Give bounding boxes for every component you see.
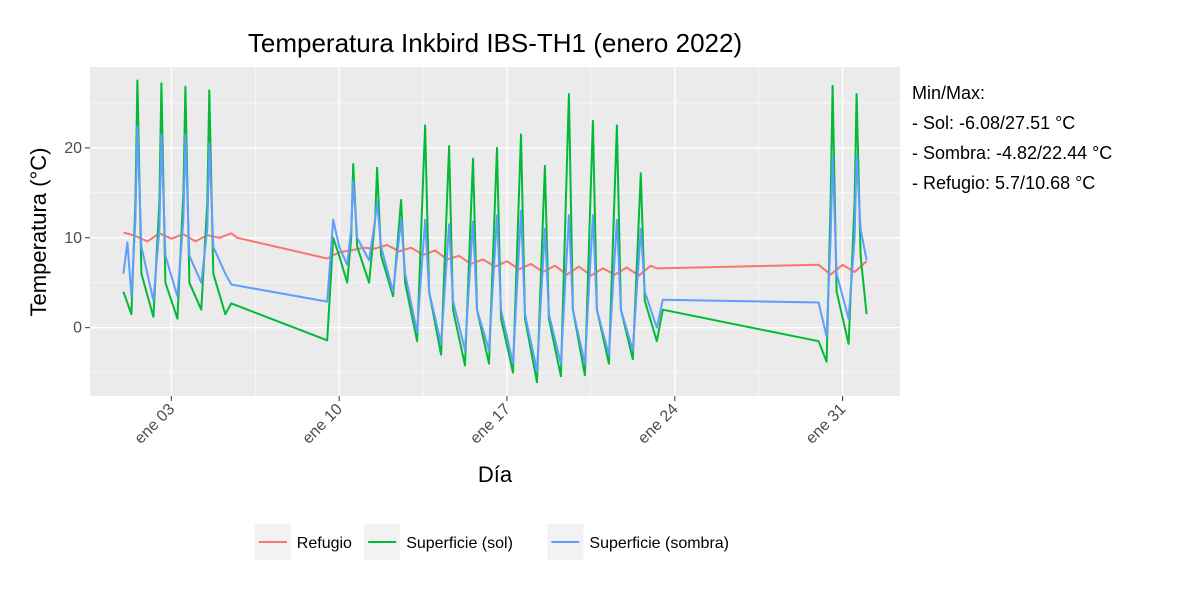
- x-axis-title: Día: [478, 462, 513, 487]
- y-tick-label: 10: [64, 230, 82, 247]
- y-tick-label: 20: [64, 140, 82, 157]
- x-tick-label: ene 24: [635, 401, 682, 448]
- series-lines: [122, 79, 868, 384]
- plot-panel: [90, 67, 900, 396]
- legend: Refugio Superficie (sol) Superficie (sombr…: [254, 524, 729, 560]
- chart-title: Temperatura Inkbird IBS-TH1 (enero 2022): [248, 28, 742, 58]
- legend-label-refugio: Refugio: [297, 535, 352, 552]
- x-tick-label: ene 10: [299, 401, 346, 448]
- series-line-refugio: [123, 231, 868, 277]
- annotation-heading: Min/Max:: [912, 83, 986, 103]
- series-line-superficie-sombra: [122, 125, 868, 372]
- legend-label-superficie-sol: Superficie (sol): [406, 535, 513, 552]
- legend-label-superficie-sombra: Superficie (sombra): [589, 535, 729, 552]
- minmax-annotation: Min/Max: - Sol: -6.08/27.51 °C - Sombra: -…: [912, 78, 1112, 198]
- annotation-line-refugio: - Refugio: 5.7/10.68 °C: [912, 173, 1096, 193]
- annotation-line-sol: - Sol: -6.08/27.51 °C: [912, 113, 1076, 133]
- x-tick-label: ene 17: [467, 401, 514, 448]
- y-axis: 0 10 20: [64, 140, 90, 337]
- y-tick-label: 0: [73, 320, 82, 337]
- x-tick-label: ene 31: [803, 401, 850, 448]
- y-axis-title: Temperatura (°C): [26, 148, 51, 317]
- annotation-line-sombra: - Sombra: -4.82/22.44 °C: [912, 143, 1113, 163]
- x-axis: ene 03 ene 10 ene 17 ene 24 ene 31: [132, 396, 850, 448]
- x-tick-label: ene 03: [132, 401, 179, 448]
